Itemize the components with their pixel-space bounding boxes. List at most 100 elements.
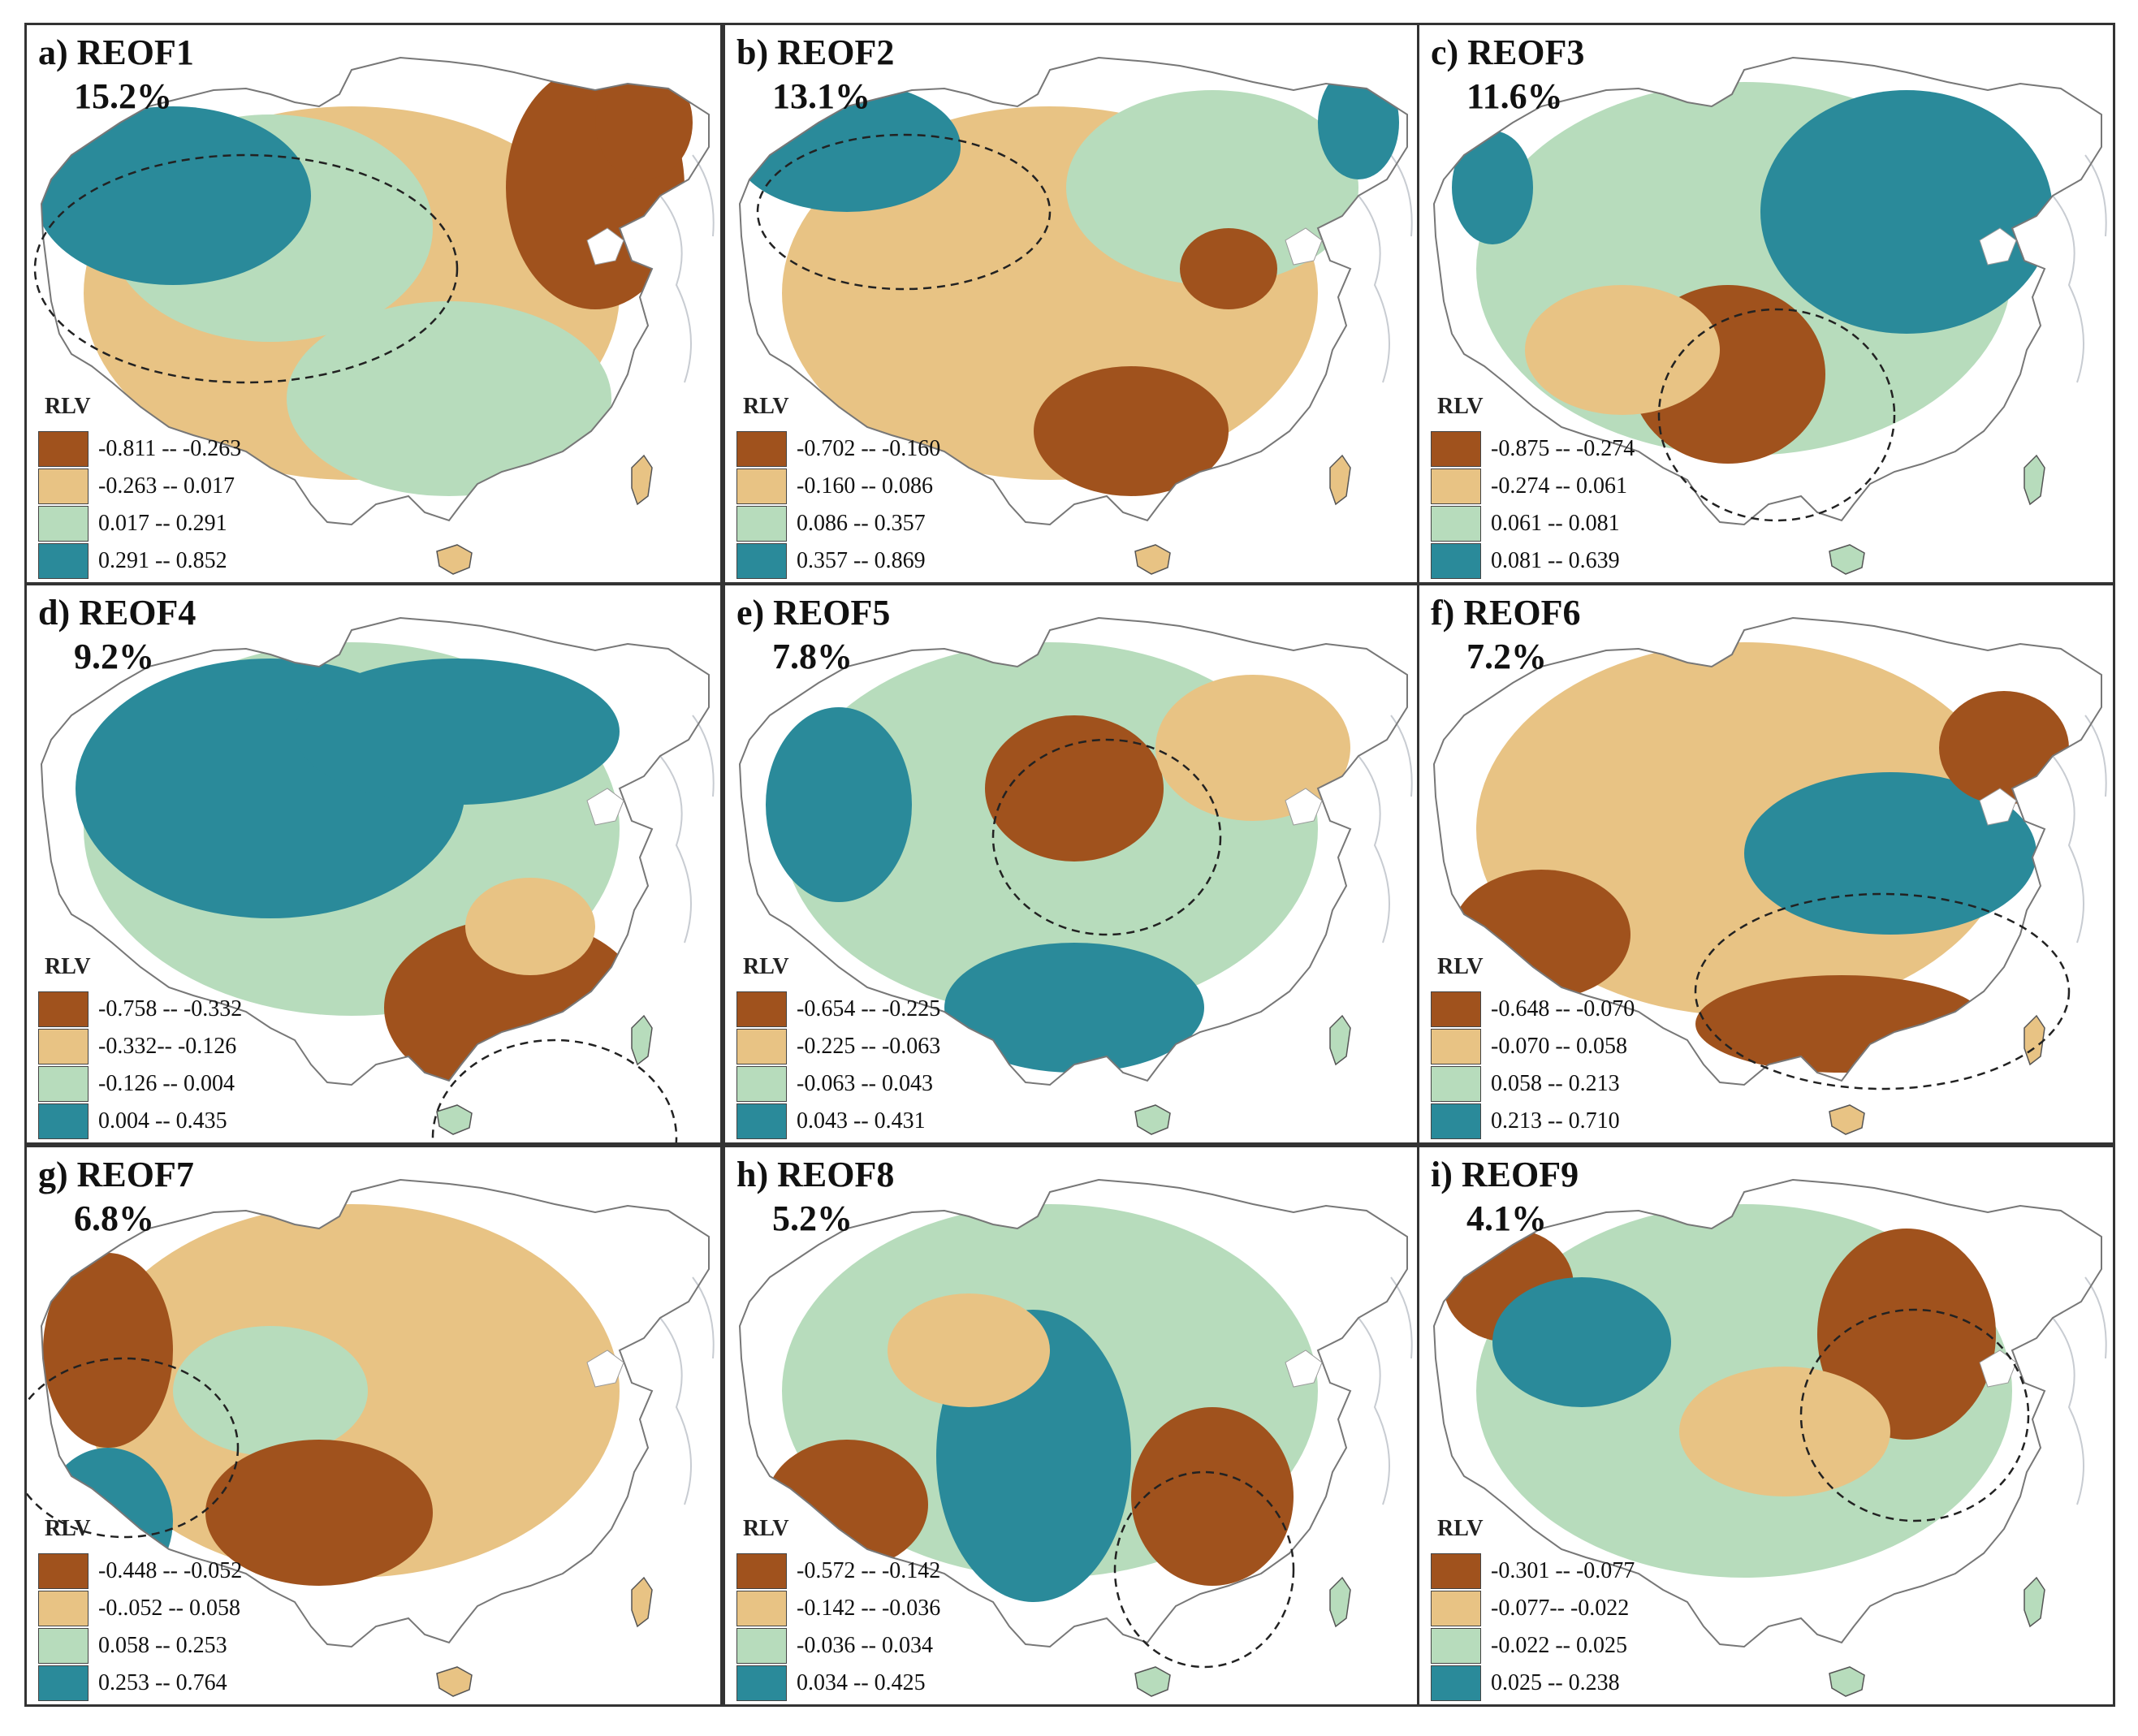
legend-range-label: -0.811 -- -0.263 [98,436,242,461]
country-outline [40,616,710,1086]
legend-swatch [1431,506,1481,542]
panel-title: h) REOF8 [736,1155,895,1194]
map-panel-1: a) REOF1 15.2% RLV -0.811 -- -0.263 -0.263 -… [24,23,723,585]
rlv-region-5 [1155,675,1350,821]
variance-percent: 11.6% [1466,76,1563,116]
taiwan-island [631,1014,653,1066]
rlv-legend: RLV -0.448 -- -0.052 -0..052 -- 0.058 0.058… [38,1516,306,1703]
legend-title: RLV [45,954,91,979]
bohai-sea [1979,227,2017,266]
map-panel-9: i) REOF9 4.1% RLV -0.301 -- -0.077 -0.077-- … [1417,1145,2115,1707]
legend-range-label: -0.702 -- -0.160 [797,436,941,461]
legend-swatch [38,1029,89,1064]
taiwan-island [2024,1576,2045,1628]
legend-swatch [1431,1553,1481,1589]
highlight-ellipse [33,153,459,384]
legend-swatch [1431,431,1481,467]
bohai-sea [586,1350,624,1388]
bohai-sea [1285,227,1323,266]
legend-swatch [38,543,89,579]
hainan-island [436,1666,473,1697]
legend-title: RLV [1437,954,1484,979]
variance-percent: 7.2% [1466,637,1547,676]
legend-range-label: -0.070 -- 0.058 [1491,1034,1627,1059]
hainan-island [1829,544,1865,575]
legend-item: 0.058 -- 0.213 [1431,1066,1699,1103]
legend-range-label: -0.063 -- 0.043 [797,1071,933,1096]
rlv-region-4 [1318,66,1399,179]
legend-range-label: -0.332-- -0.126 [98,1034,237,1059]
legend-item: -0.301 -- -0.077 [1431,1553,1699,1591]
hainan-island [1134,1666,1171,1697]
legend-range-label: -0.274 -- 0.061 [1491,473,1627,499]
map-panel-7: g) REOF7 6.8% RLV -0.448 -- -0.052 -0..052 -… [24,1145,723,1707]
variance-percent: 9.2% [74,637,154,676]
legend-title: RLV [45,1516,91,1541]
rlv-legend: RLV -0.811 -- -0.263 -0.263 -- 0.017 0.017 … [38,394,306,581]
rlv-region-2 [766,1440,928,1570]
legend-range-label: -0..052 -- 0.058 [98,1596,240,1621]
rlv-region-4 [173,1326,368,1456]
legend-range-label: -0.126 -- 0.004 [98,1071,235,1096]
panel-title: f) REOF6 [1431,593,1581,633]
highlight-ellipse [431,1039,678,1142]
rlv-region-3 [41,106,311,285]
legend-swatch [736,1591,787,1626]
legend-item: 0.081 -- 0.639 [1431,543,1699,581]
taiwan-island [1329,1014,1351,1066]
rlv-region-3 [295,659,620,805]
legend-swatch [38,1066,89,1102]
legend-swatch [38,1591,89,1626]
legend-item: 0.291 -- 0.852 [38,543,306,581]
legend-range-label: -0.572 -- -0.142 [797,1558,941,1583]
bohai-sea [1285,788,1323,826]
legend-swatch [1431,1591,1481,1626]
hainan-island [1829,1666,1865,1697]
legend-range-label: 0.086 -- 0.357 [797,511,926,536]
country-outline [1432,616,2102,1086]
legend-range-label: -0.077-- -0.022 [1491,1596,1630,1621]
legend-swatch [38,506,89,542]
rlv-region-5 [205,1440,433,1586]
legend-item: 0.034 -- 0.425 [736,1665,1004,1703]
rlv-region-5 [465,878,595,975]
legend-swatch [38,991,89,1027]
map-panel-2: b) REOF2 13.1% RLV -0.702 -- -0.160 -0.160 -… [723,23,1421,585]
taiwan-island [2024,454,2045,506]
legend-item: -0.572 -- -0.142 [736,1553,1004,1591]
legend-item: -0.160 -- 0.086 [736,469,1004,506]
panel-title: c) REOF3 [1431,32,1585,72]
legend-swatch [38,1665,89,1701]
legend-range-label: 0.017 -- 0.291 [98,511,227,536]
bohai-sea [1285,1350,1323,1388]
legend-swatch [38,1628,89,1664]
legend-item: -0.448 -- -0.052 [38,1553,306,1591]
legend-swatch [1431,1665,1481,1701]
highlight-ellipse [1799,1308,2030,1522]
variance-percent: 13.1% [772,76,870,116]
rlv-region-3 [1452,870,1630,1000]
rlv-legend: RLV -0.654 -- -0.225 -0.225 -- -0.063 -0.06… [736,954,1004,1141]
highlight-ellipse [756,133,1052,291]
rlv-region-5 [1034,366,1229,496]
variance-percent: 4.1% [1466,1198,1547,1238]
country-outline [738,1178,1408,1648]
legend-range-label: 0.061 -- 0.081 [1491,511,1620,536]
legend-swatch [38,1103,89,1139]
rlv-legend: RLV -0.301 -- -0.077 -0.077-- -0.022 -0.022… [1431,1516,1699,1703]
variance-percent: 6.8% [74,1198,154,1238]
bohai-sea [1979,1350,2017,1388]
legend-range-label: -0.758 -- -0.332 [98,996,243,1021]
rlv-region-2 [985,715,1164,862]
china-map [738,1178,1413,1697]
highlight-ellipse [1113,1470,1295,1669]
legend-item: 0.043 -- 0.431 [736,1103,1004,1141]
legend-swatch [736,991,787,1027]
legend-item: 0.025 -- 0.238 [1431,1665,1699,1703]
legend-swatch [736,469,787,504]
map-panel-3: c) REOF3 11.6% RLV -0.875 -- -0.274 -0.274 -… [1417,23,2115,585]
legend-swatch [736,543,787,579]
highlight-ellipse [1694,892,2071,1090]
china-map [738,56,1413,575]
